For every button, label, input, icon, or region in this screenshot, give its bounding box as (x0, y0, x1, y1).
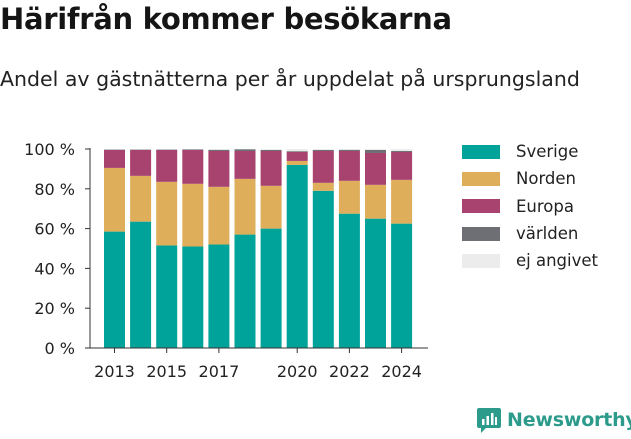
bar-segment-2020-1 (286, 160, 308, 165)
bar-segment-2022-3 (338, 149, 360, 151)
legend-item: världen (462, 220, 598, 247)
x-tick-label: 2024 (381, 362, 422, 381)
bar-segment-2020-4 (286, 149, 308, 152)
y-tick-label: 60 % (34, 220, 75, 239)
bar-segment-2018-0 (234, 234, 256, 348)
x-tick-label: 2020 (277, 362, 318, 381)
bar-segment-2015-4 (156, 149, 178, 150)
bar-segment-2021-4 (312, 149, 334, 150)
bar-segment-2019-0 (260, 228, 282, 348)
bar-segment-2021-1 (312, 182, 334, 191)
chart-legend: Sverige Norden Europa världen ej angivet (462, 138, 598, 274)
bar-segment-2017-1 (208, 186, 230, 245)
bar-segment-2018-2 (234, 150, 256, 179)
bar-segment-2021-0 (312, 190, 334, 348)
legend-item: Sverige (462, 138, 598, 165)
bar-segment-2023-3 (365, 149, 386, 153)
legend-label: Norden (516, 169, 577, 189)
bar-segment-2021-3 (312, 149, 334, 151)
legend-swatch (462, 199, 500, 214)
bar-segment-2017-3 (208, 149, 230, 151)
bar-segment-2018-3 (234, 149, 256, 151)
y-tick-label: 0 % (45, 339, 75, 358)
bar-segment-2017-0 (208, 244, 230, 348)
bar-segment-2016-3 (182, 149, 204, 150)
bar-segment-2016-0 (182, 246, 204, 348)
bar-segment-2015-1 (156, 181, 178, 246)
bar-segment-2023-2 (365, 152, 386, 185)
bar-segment-2015-0 (156, 245, 178, 348)
bar-segment-2015-2 (156, 149, 178, 182)
legend-label: världen (516, 224, 579, 244)
x-tick-label: 2017 (199, 362, 240, 381)
bar-segment-2024-4 (391, 149, 413, 151)
bar-segment-2024-3 (391, 150, 413, 152)
bar-segment-2019-1 (260, 185, 282, 229)
bar-segment-2022-4 (338, 149, 360, 150)
legend-item: Europa (462, 193, 598, 220)
bar-segment-2021-2 (312, 150, 334, 183)
chart-title: Härifrån kommer besökarna (0, 2, 452, 36)
brand-logo: Newsworthy (476, 407, 631, 433)
bar-segment-2014-2 (130, 149, 152, 176)
bar-segment-2020-0 (286, 164, 308, 348)
y-tick-label: 80 % (34, 180, 75, 199)
brand-name: Newsworthy (507, 409, 631, 431)
bar-segment-2023-0 (365, 218, 386, 348)
bar-segment-2016-2 (182, 149, 204, 184)
legend-label: Europa (516, 196, 574, 216)
x-tick-label: 2015 (146, 362, 187, 381)
bar-segment-2017-2 (208, 150, 230, 187)
bar-segment-2014-0 (130, 221, 152, 348)
y-tick-label: 40 % (34, 259, 75, 278)
bar-segment-2020-3 (286, 151, 308, 152)
bar-segment-2018-1 (234, 178, 256, 235)
bar-segment-2023-4 (365, 149, 386, 150)
bar-segment-2024-0 (391, 223, 413, 348)
bar-segment-2014-1 (130, 175, 152, 222)
bar-segment-2020-2 (286, 151, 308, 161)
bar-segment-2024-2 (391, 151, 413, 180)
legend-swatch (462, 171, 500, 186)
legend-label: ej angivet (516, 251, 598, 271)
bar-segment-2014-4 (130, 149, 152, 150)
bar-segment-2016-1 (182, 183, 204, 247)
y-tick-label: 20 % (34, 299, 75, 318)
bar-segment-2022-1 (338, 180, 360, 214)
bar-segment-2013-1 (104, 167, 125, 232)
bar-segment-2023-1 (365, 184, 386, 219)
x-tick-label: 2013 (94, 362, 135, 381)
legend-swatch (462, 226, 500, 241)
legend-item: ej angivet (462, 247, 598, 274)
bar-segment-2013-4 (104, 149, 125, 150)
bar-segment-2017-4 (208, 149, 230, 150)
bar-segment-2022-0 (338, 213, 360, 348)
bar-segment-2019-3 (260, 149, 282, 151)
legend-label: Sverige (516, 142, 579, 162)
legend-item: Norden (462, 165, 598, 192)
bar-segment-2024-1 (391, 179, 413, 224)
bar-segment-2013-0 (104, 231, 125, 348)
chart-subtitle: Andel av gästnätterna per år uppdelat på… (0, 67, 580, 91)
newsworthy-logo-icon (477, 408, 501, 433)
bar-segment-2022-2 (338, 150, 360, 181)
legend-swatch (462, 144, 500, 159)
bar-segment-2019-2 (260, 150, 282, 186)
legend-swatch (462, 253, 500, 268)
bar-segment-2019-4 (260, 149, 282, 150)
y-tick-label: 100 % (24, 140, 75, 159)
x-tick-label: 2022 (329, 362, 370, 381)
bar-segment-2013-2 (104, 149, 125, 168)
